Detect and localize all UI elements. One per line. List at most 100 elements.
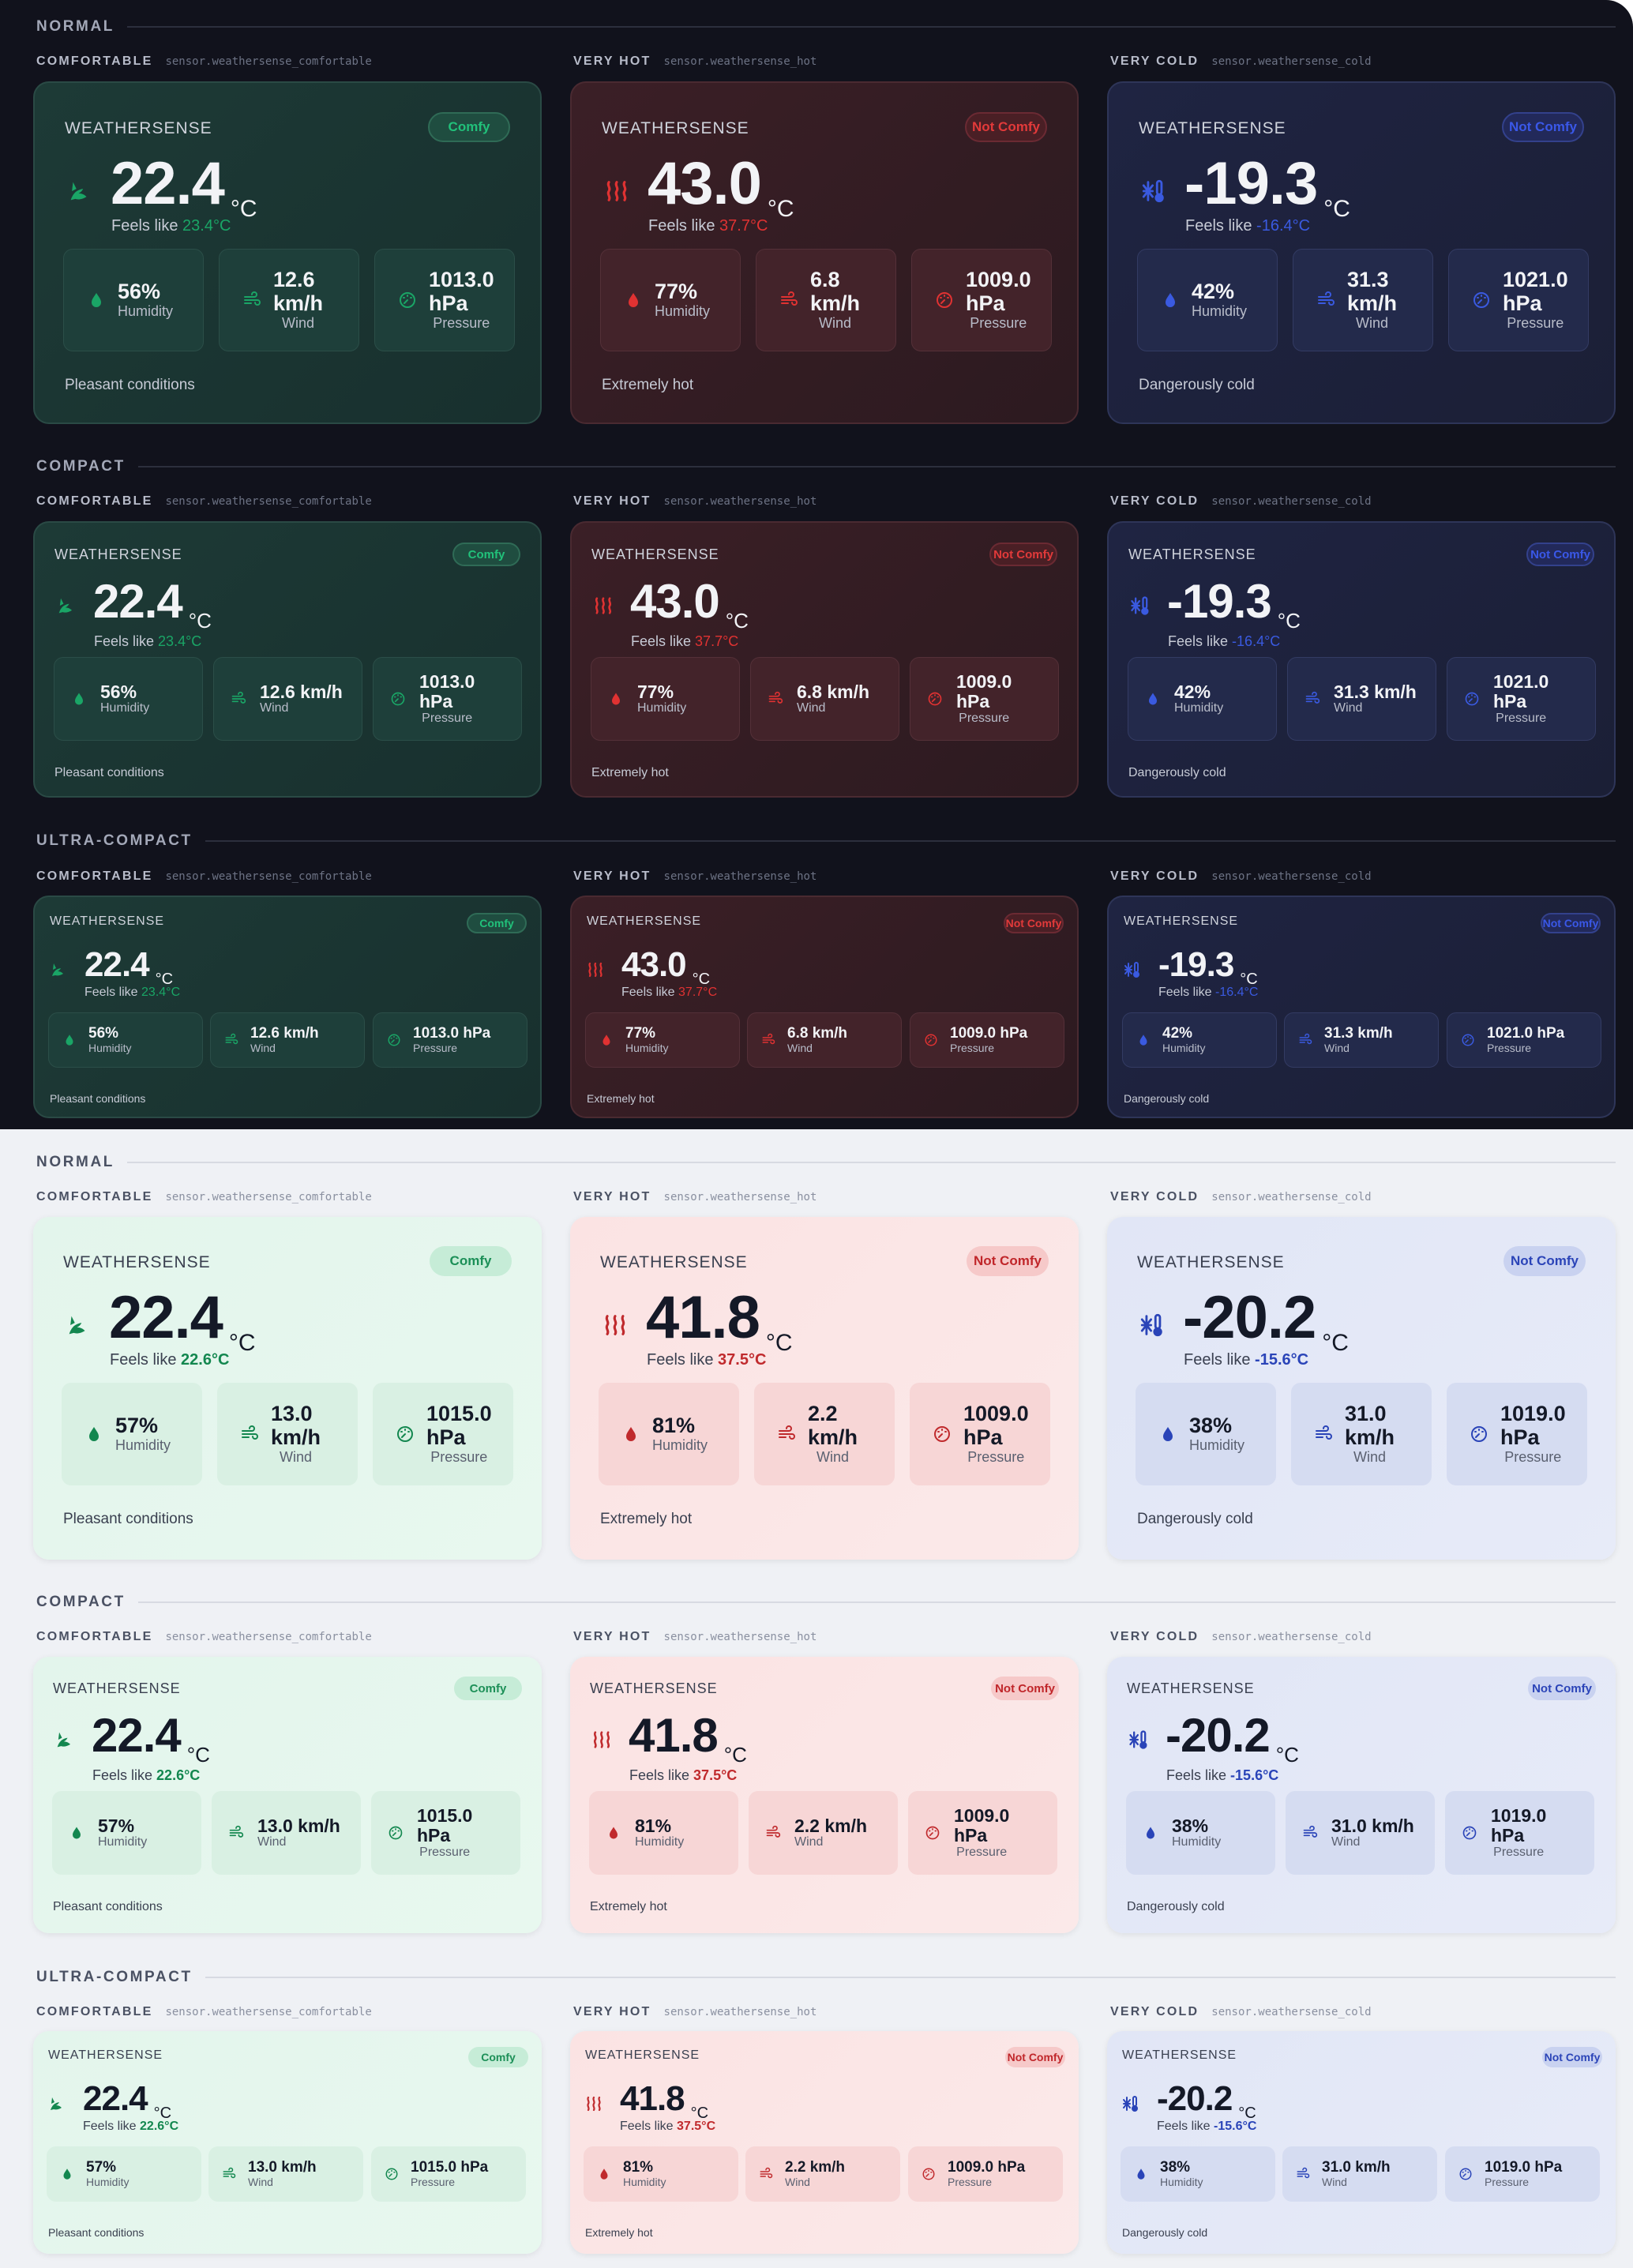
scenario-label: VERY HOT bbox=[573, 54, 651, 68]
temperature-value: 22.4 °C bbox=[111, 152, 257, 241]
weathersense-card-hot[interactable]: WEATHERSENSE Not Comfy 41.8 °C Feels like… bbox=[570, 1657, 1079, 1933]
comfort-badge: Comfy bbox=[454, 1677, 522, 1700]
wind-icon bbox=[242, 290, 262, 310]
comfort-badge: Not Comfy bbox=[967, 1246, 1049, 1276]
pressure-label: Pressure bbox=[959, 711, 1010, 725]
pressure-label: Pressure bbox=[967, 1448, 1025, 1465]
wind-icon bbox=[1304, 690, 1321, 708]
weathersense-card-cold[interactable]: WEATHERSENSE Not Comfy -20.2 °C Feels lik… bbox=[1107, 1217, 1616, 1560]
pressure-stat: 1013.0 hPa Pressure bbox=[374, 249, 515, 351]
weathersense-card-cold[interactable]: WEATHERSENSE Not Comfy -19.3 °C Feels lik… bbox=[1107, 81, 1616, 424]
pressure-value: 1009.0 hPa bbox=[966, 268, 1031, 315]
comfort-badge: Not Comfy bbox=[965, 112, 1047, 142]
section-divider bbox=[205, 840, 1616, 842]
humidity-stat: 77% Humidity bbox=[600, 249, 741, 351]
condition-text: Dangerously cold bbox=[1127, 1900, 1225, 1913]
wind-value: 31.3 km/h bbox=[1334, 681, 1417, 702]
thumb-leaf-icon bbox=[63, 1310, 93, 1340]
humidity-stat: 81% Humidity bbox=[599, 1383, 739, 1485]
weathersense-card-hot[interactable]: WEATHERSENSE Not Comfy 43.0 °C Feels like… bbox=[570, 896, 1079, 1118]
gauge-icon bbox=[923, 1032, 939, 1048]
weathersense-card-cold[interactable]: WEATHERSENSE Not Comfy -19.3 °C Feels lik… bbox=[1107, 521, 1616, 798]
column-label-cold: VERY COLD sensor.weathersense_cold bbox=[1110, 1629, 1372, 1645]
wind-stat: 12.6 km/h Wind bbox=[219, 249, 359, 351]
gauge-icon bbox=[389, 690, 407, 708]
humidity-value: 56% bbox=[100, 681, 137, 702]
humidity-value: 42% bbox=[1174, 681, 1211, 702]
card-title: WEATHERSENSE bbox=[65, 119, 212, 137]
temperature-value: 22.4 °C bbox=[109, 1286, 256, 1375]
column-label-comfortable: COMFORTABLE sensor.weathersense_comfortab… bbox=[36, 494, 372, 509]
weathersense-card-cold[interactable]: WEATHERSENSE Not Comfy -20.2 °C Feels lik… bbox=[1107, 2031, 1616, 2254]
wind-stat: 6.8 km/h Wind bbox=[756, 249, 896, 351]
wind-stat: 12.6 km/h Wind bbox=[213, 657, 362, 741]
pressure-stat: 1021.0 hPa Pressure bbox=[1447, 1012, 1601, 1068]
thumb-leaf-icon bbox=[47, 2093, 67, 2114]
card-title: WEATHERSENSE bbox=[1124, 914, 1239, 928]
temperature-value: 41.8 °C bbox=[620, 2080, 708, 2132]
wind-stat: 2.2 km/h Wind bbox=[745, 2146, 900, 2202]
wind-stat: 31.0 km/h Wind bbox=[1282, 2146, 1437, 2202]
scenario-label: VERY COLD bbox=[1110, 1190, 1199, 1203]
humidity-stat: 42% Humidity bbox=[1128, 657, 1277, 741]
entity-id: sensor.weathersense_hot bbox=[663, 1191, 817, 1203]
weathersense-card-comfortable[interactable]: WEATHERSENSE Comfy 22.4 °C Feels like 23.… bbox=[33, 81, 542, 424]
wind-icon bbox=[1297, 1032, 1313, 1048]
scenario-label: VERY COLD bbox=[1110, 2005, 1199, 2018]
wind-label: Wind bbox=[1334, 701, 1363, 715]
weathersense-card-comfortable[interactable]: WEATHERSENSE Comfy 22.4 °C Feels like 23.… bbox=[33, 896, 542, 1118]
card-title: WEATHERSENSE bbox=[587, 914, 702, 928]
wind-value: 12.6 km/h bbox=[250, 1024, 319, 1042]
wind-icon bbox=[1295, 2166, 1311, 2182]
scenario-label: COMFORTABLE bbox=[36, 1630, 153, 1643]
weathersense-card-hot[interactable]: WEATHERSENSE Not Comfy 43.0 °C Feels like… bbox=[570, 81, 1079, 424]
wind-label: Wind bbox=[787, 1042, 813, 1055]
thumb-leaf-icon bbox=[53, 1728, 77, 1752]
droplet-icon bbox=[84, 1424, 104, 1444]
humidity-label: Humidity bbox=[86, 2176, 130, 2189]
condition-text: Pleasant conditions bbox=[63, 1511, 193, 1527]
wind-value: 31.3 km/h bbox=[1347, 268, 1398, 315]
pressure-stat: 1015.0 hPa Pressure bbox=[373, 1383, 513, 1485]
weathersense-card-hot[interactable]: WEATHERSENSE Not Comfy 43.0 °C Feels like… bbox=[570, 521, 1079, 798]
weathersense-card-cold[interactable]: WEATHERSENSE Not Comfy -19.3 °C Feels lik… bbox=[1107, 896, 1616, 1118]
droplet-icon bbox=[596, 2166, 612, 2182]
weathersense-card-comfortable[interactable]: WEATHERSENSE Comfy 22.4 °C Feels like 23.… bbox=[33, 521, 542, 798]
weathersense-card-comfortable[interactable]: WEATHERSENSE Comfy 22.4 °C Feels like 22.… bbox=[33, 1657, 542, 1933]
scenario-label: COMFORTABLE bbox=[36, 869, 153, 883]
humidity-label: Humidity bbox=[1174, 701, 1224, 715]
wind-icon bbox=[1313, 1424, 1334, 1444]
wind-stat: 13.0 km/h Wind bbox=[208, 2146, 363, 2202]
scenario-label: VERY COLD bbox=[1110, 494, 1199, 508]
weathersense-card-cold[interactable]: WEATHERSENSE Not Comfy -20.2 °C Feels lik… bbox=[1107, 1657, 1616, 1933]
entity-id: sensor.weathersense_comfortable bbox=[165, 55, 372, 68]
feels-like-value: -16.4°C bbox=[1215, 986, 1259, 999]
column-label-hot: VERY HOT sensor.weathersense_hot bbox=[573, 2004, 816, 2020]
pressure-label: Pressure bbox=[956, 1845, 1008, 1859]
feels-like-value: -15.6°C bbox=[1255, 1351, 1309, 1369]
weathersense-card-comfortable[interactable]: WEATHERSENSE Comfy 22.4 °C Feels like 22.… bbox=[33, 1217, 542, 1560]
droplet-icon bbox=[1158, 1424, 1178, 1444]
comfort-badge: Comfy bbox=[428, 112, 510, 142]
feels-like: Feels like 37.7°C bbox=[631, 633, 739, 649]
weathersense-card-hot[interactable]: WEATHERSENSE Not Comfy 41.8 °C Feels like… bbox=[570, 1217, 1079, 1560]
pressure-stat: 1015.0 hPa Pressure bbox=[371, 1791, 520, 1875]
wind-icon bbox=[767, 690, 784, 708]
gauge-icon bbox=[395, 1424, 415, 1444]
condition-text: Extremely hot bbox=[590, 1900, 667, 1913]
weathersense-card-hot[interactable]: WEATHERSENSE Not Comfy 41.8 °C Feels like… bbox=[570, 2031, 1079, 2254]
scenario-label: COMFORTABLE bbox=[36, 54, 153, 68]
temperature-unit: °C bbox=[1238, 2105, 1256, 2122]
card-title: WEATHERSENSE bbox=[1122, 2048, 1237, 2062]
droplet-icon bbox=[1144, 690, 1162, 708]
entity-id: sensor.weathersense_comfortable bbox=[165, 870, 372, 883]
temperature-value: 43.0 °C bbox=[630, 576, 749, 646]
humidity-label: Humidity bbox=[655, 303, 711, 320]
wind-value: 13.0 km/h bbox=[257, 1815, 340, 1836]
pressure-stat: 1021.0 hPa Pressure bbox=[1448, 249, 1589, 351]
section-title: COMPACT bbox=[36, 458, 126, 475]
comfort-badge: Comfy bbox=[452, 543, 520, 566]
gauge-icon bbox=[1469, 1424, 1489, 1444]
scenario-label: COMFORTABLE bbox=[36, 494, 153, 508]
weathersense-card-comfortable[interactable]: WEATHERSENSE Comfy 22.4 °C Feels like 22.… bbox=[33, 2031, 542, 2254]
